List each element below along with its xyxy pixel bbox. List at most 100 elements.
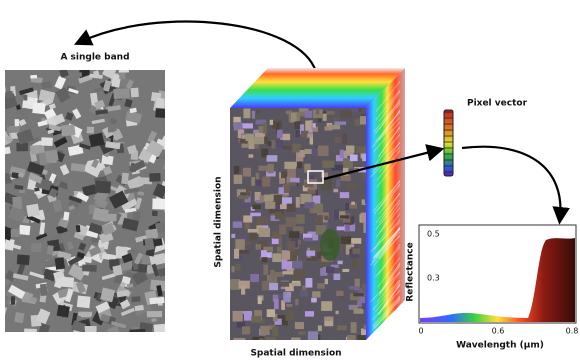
texture-cell [168,295,179,300]
texture-cell [351,322,357,333]
texture-cell [235,239,244,250]
texture-cell [119,69,129,73]
texture-cell [169,135,175,141]
texture-cell [340,215,349,218]
texture-cell [253,137,265,144]
texture-cell [341,236,352,244]
texture-cell [121,173,129,185]
texture-cell [11,229,20,237]
texture-cell [180,133,193,144]
texture-cell [308,331,318,341]
texture-cell [290,178,299,183]
texture-cell [318,146,329,157]
texture-cell [82,264,97,271]
texture-cell [342,269,349,272]
texture-cell [260,326,269,335]
texture-cell [235,264,240,271]
texture-cell [31,243,41,252]
texture-cell [7,126,20,133]
texture-cell [41,81,52,89]
texture-cell [151,318,156,322]
texture-cell [201,122,216,133]
texture-cell [173,214,189,226]
texture-cell [275,215,285,220]
texture-cell [129,329,145,335]
texture-cell [243,168,251,177]
texture-cell [243,109,250,119]
texture-cell [156,98,165,108]
texture-cell [347,335,356,342]
y-tick-label: 0.5 [427,230,440,239]
texture-cell [356,146,366,153]
texture-cell [320,229,340,261]
texture-cell [292,144,299,153]
texture-cell [282,250,290,260]
texture-cell [287,292,291,297]
texture-cell [305,202,315,208]
texture-cell [312,291,320,297]
texture-cell [182,137,192,144]
texture-cell [345,225,349,231]
texture-cell [249,154,254,157]
texture-cell [67,333,86,349]
texture-cell [23,95,27,101]
texture-cell [268,141,272,146]
texture-cell [276,140,284,148]
texture-cell [316,215,323,225]
texture-cell [181,278,190,289]
texture-cell [277,247,282,253]
texture-cell [289,231,300,238]
texture-cell [131,296,140,302]
texture-cell [336,291,343,296]
texture-cell [241,286,245,295]
texture-cell [165,129,181,138]
texture-cell [41,137,53,146]
texture-cell [327,111,335,115]
texture-cell [55,257,65,269]
texture-cell [333,274,340,281]
texture-cell [257,217,269,225]
texture-cell [292,283,301,286]
texture-cell [297,162,302,169]
texture-cell [351,238,361,244]
texture-cell [186,117,203,133]
texture-cell [259,338,263,346]
texture-cell [279,281,289,286]
texture-cell [323,114,327,121]
texture-cell [263,265,268,275]
texture-cell [11,296,15,304]
texture-cell [326,267,334,273]
texture-cell [45,150,59,163]
texture-cell [261,257,267,262]
texture-cell [361,213,367,223]
texture-cell [113,88,129,99]
texture-cell [296,197,300,208]
texture-cell [234,249,239,259]
side-label: Spatial dimension [214,176,224,267]
texture-cell [279,225,286,235]
texture-cell [294,270,305,280]
texture-cell [147,311,162,317]
texture-cell [340,175,350,181]
texture-cell [256,200,262,203]
texture-cell [76,225,81,232]
pixel-title: Pixel vector [467,99,528,109]
texture-cell [233,338,245,346]
texture-cell [340,192,349,198]
texture-cell [324,216,328,221]
texture-cell [4,147,11,155]
texture-cell [127,283,134,287]
texture-cell [238,195,248,199]
texture-cell [362,303,366,309]
texture-cell [286,304,292,307]
diagram: A single band Spatial dimension Spatial … [0,0,580,360]
texture-cell [259,228,270,237]
texture-cell [292,261,302,269]
texture-cell [267,155,278,161]
texture-cell [287,169,296,178]
texture-cell [305,278,312,288]
texture-cell [24,329,37,335]
texture-cell [343,133,347,144]
texture-cell [265,202,275,209]
texture-cell [256,173,260,179]
